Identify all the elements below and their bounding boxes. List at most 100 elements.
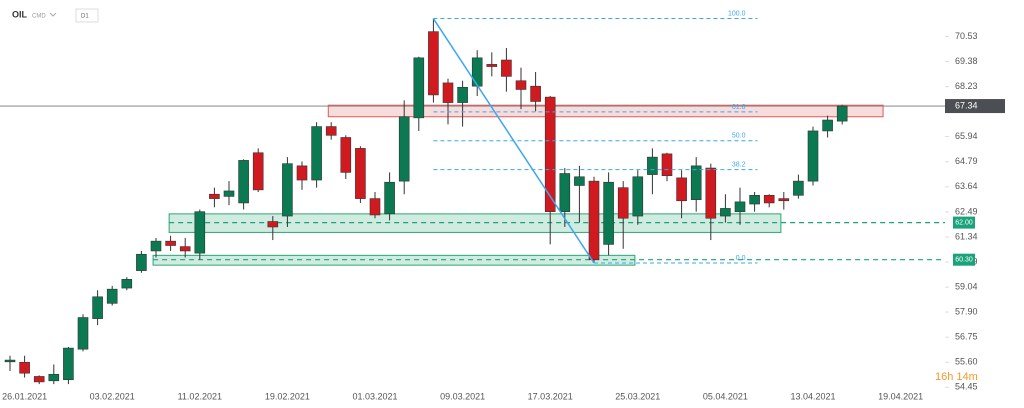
candle-body: [325, 126, 337, 136]
x-tick-label: 03.02.2021: [90, 391, 135, 401]
candle-body: [369, 198, 381, 216]
symbol: OIL: [12, 9, 28, 19]
candle-body: [340, 137, 352, 173]
x-tick-label: 01.03.2021: [352, 391, 397, 401]
candle-body: [179, 246, 191, 252]
candle-body: [355, 148, 366, 199]
x-tick-label: 09.03.2021: [440, 391, 485, 401]
candle-body: [676, 177, 687, 202]
candle-body: [457, 86, 468, 103]
candle-body: [136, 253, 147, 271]
candle-body: [574, 176, 585, 186]
price-label: 67.34: [955, 100, 978, 110]
x-tick-label: 25.03.2021: [615, 391, 660, 401]
candle-body: [238, 160, 249, 204]
fib-label: 38.2: [732, 161, 746, 168]
dropdown-icon[interactable]: [49, 12, 57, 17]
y-tick-label: 64.79: [955, 156, 978, 166]
level-tag: [953, 216, 975, 229]
y-tick-label: 63.64: [955, 181, 978, 191]
candle-body: [282, 163, 293, 217]
y-tick-label: 61.34: [955, 231, 978, 241]
level-label: 60.30: [955, 257, 973, 264]
candle-body: [486, 64, 498, 67]
candle-body: [413, 57, 425, 119]
candle-body: [530, 85, 541, 102]
candle-body: [749, 195, 760, 205]
candle-body: [398, 116, 410, 182]
candle-body: [252, 152, 264, 191]
candle-body: [384, 181, 395, 215]
candle-body: [48, 373, 60, 382]
x-tick-label: 19.02.2021: [265, 391, 310, 401]
candle-body: [793, 180, 804, 196]
y-tick-label: 62.49: [955, 206, 978, 216]
candle-body: [19, 361, 30, 374]
x-tick-label: 17.03.2021: [528, 391, 573, 401]
x-tick-label: 13.04.2021: [790, 391, 835, 401]
candle-body: [121, 279, 133, 289]
fib-label: 50.0: [732, 133, 746, 140]
y-tick-label: 68.23: [955, 81, 978, 91]
candle-body: [734, 201, 746, 212]
candle-body: [690, 165, 702, 200]
zone: [327, 104, 884, 118]
candle-body: [588, 180, 600, 260]
candle-body: [106, 288, 118, 304]
candle-body: [150, 240, 162, 252]
candle-body: [471, 57, 483, 87]
level-label: 62.00: [955, 219, 973, 226]
candle-body: [705, 167, 717, 219]
countdown: 16h 14m: [935, 371, 978, 383]
candle-body: [778, 198, 790, 202]
candle-body: [515, 80, 527, 90]
y-tick-label: 59.04: [955, 282, 978, 292]
market: CMD: [32, 14, 46, 20]
candle-body: [165, 240, 176, 246]
fib-label: 0.0: [736, 255, 746, 262]
candle-body: [92, 296, 103, 319]
candle-body: [296, 165, 308, 181]
candle-body: [223, 190, 235, 197]
level-tag: [953, 253, 975, 266]
candle-body: [4, 359, 16, 363]
candle-body: [647, 156, 658, 175]
candle-body: [822, 119, 833, 132]
candle-body: [763, 195, 775, 204]
fib-label: 61.8: [732, 104, 746, 111]
candle-body: [632, 176, 644, 217]
candle-body: [63, 347, 74, 381]
timeframe[interactable]: D1: [81, 14, 89, 20]
x-tick-label: 05.04.2021: [703, 391, 748, 401]
candle-body: [807, 130, 819, 182]
y-tick-label: 57.90: [955, 306, 978, 316]
candle-body: [77, 317, 89, 350]
candle-body: [836, 105, 848, 122]
x-tick-label: 11.02.2021: [178, 391, 222, 401]
candle-body: [617, 187, 629, 219]
candle-body: [661, 153, 673, 176]
price-tag: [945, 99, 1005, 114]
candle-body: [209, 193, 220, 199]
candle-body: [33, 376, 45, 383]
y-tick-label: 54.45: [955, 382, 978, 392]
timeframe-box[interactable]: [75, 8, 99, 23]
y-tick-label: 70.53: [955, 31, 978, 41]
y-tick-label: 65.94: [955, 131, 978, 141]
candle-body: [603, 181, 614, 245]
fib-label: 100.0: [728, 10, 746, 17]
candle-body: [442, 82, 454, 103]
candle-body: [267, 221, 279, 228]
candle-body: [311, 126, 322, 181]
x-tick-label: 26.01.2021: [2, 391, 47, 401]
candle-body: [559, 173, 571, 212]
y-tick-label: 69.38: [955, 56, 978, 66]
candle-body: [720, 208, 731, 217]
candle-body: [194, 211, 206, 254]
candle-body: [544, 96, 556, 212]
y-tick-label: 56.75: [955, 332, 978, 342]
x-tick-label: 19.04.2021: [878, 391, 923, 401]
y-tick-label: 55.60: [955, 357, 978, 367]
candle-body: [428, 31, 439, 96]
